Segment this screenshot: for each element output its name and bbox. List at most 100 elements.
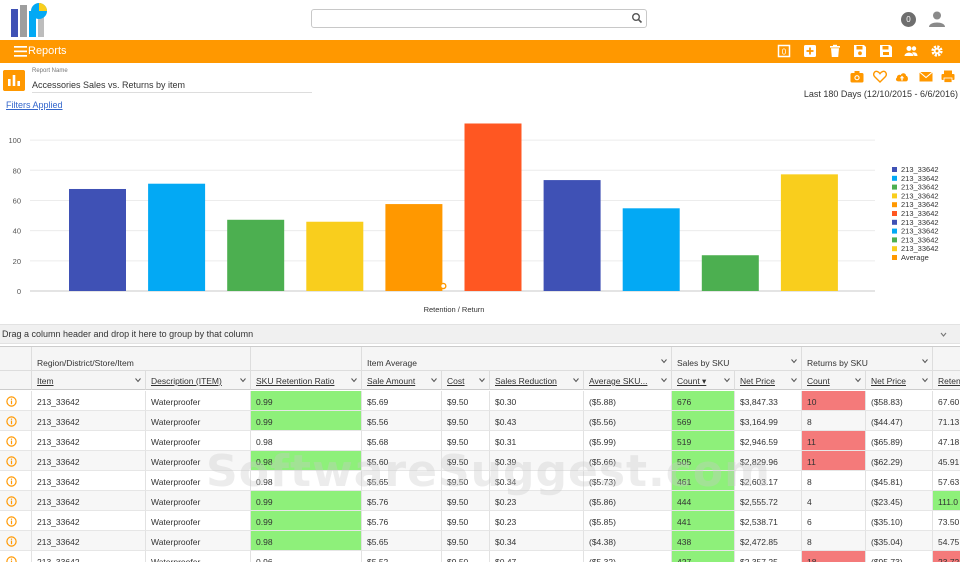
save-icon[interactable]	[853, 44, 867, 58]
chart-bar[interactable]	[69, 188, 126, 291]
cell-value: 8	[807, 477, 812, 487]
delete-icon[interactable]	[828, 44, 842, 58]
column-menu-chevron-icon[interactable]	[921, 357, 929, 365]
column-header[interactable]: Net Price	[735, 371, 802, 390]
email-icon[interactable]	[919, 70, 933, 83]
search-box[interactable]	[311, 9, 647, 29]
info-icon[interactable]	[6, 556, 17, 562]
user-avatar-icon[interactable]	[928, 10, 946, 28]
chart-bar[interactable]	[227, 219, 285, 291]
info-icon[interactable]	[6, 416, 17, 427]
column-menu-chevron-icon[interactable]	[660, 376, 668, 384]
filters-applied-link[interactable]: Filters Applied	[6, 100, 63, 110]
chart-bar[interactable]	[780, 174, 838, 291]
table-cell: 71.13	[933, 411, 960, 431]
table-cell: 0.99	[251, 391, 362, 411]
table-cell: $5.68	[362, 431, 442, 451]
cell-value: $3,847.33	[740, 397, 778, 407]
table-cell: 0.99	[251, 491, 362, 511]
column-menu-chevron-icon[interactable]	[790, 376, 798, 384]
column-header[interactable]: Cost	[442, 371, 490, 390]
cell-value: 11	[807, 457, 816, 467]
cell-value: 213_33642	[37, 457, 80, 467]
table-cell: $0.39	[490, 451, 584, 471]
table-cell: Waterproofer	[146, 551, 251, 562]
cloud-upload-icon[interactable]	[895, 70, 909, 83]
bar-chart-icon	[3, 70, 25, 91]
table-cell: $5.76	[362, 511, 442, 531]
column-header[interactable]: Reten	[933, 371, 960, 390]
group-by-panel[interactable]: Drag a column header and drop it here to…	[0, 324, 960, 344]
chart-bar[interactable]	[148, 183, 206, 291]
info-icon[interactable]	[6, 536, 17, 547]
chart-bar[interactable]	[622, 208, 680, 291]
hamburger-menu-icon[interactable]	[14, 46, 28, 57]
column-header[interactable]: Item	[32, 371, 146, 390]
search-icon[interactable]	[631, 12, 643, 24]
group-header[interactable]: Region/District/Store/Item	[32, 347, 251, 371]
table-cell: 213_33642	[32, 491, 146, 511]
row-info-cell[interactable]	[0, 391, 32, 411]
column-menu-chevron-icon[interactable]	[350, 376, 358, 384]
counter-box-icon[interactable]: 0	[777, 44, 791, 58]
chart-bar[interactable]	[543, 180, 601, 291]
print-icon[interactable]	[941, 70, 955, 83]
group-header[interactable]: Item Average	[362, 347, 672, 371]
row-info-cell[interactable]	[0, 491, 32, 511]
group-header[interactable]: Sales by SKU	[672, 347, 802, 371]
notification-badge[interactable]: 0	[901, 12, 916, 27]
chart-bar[interactable]	[385, 204, 443, 291]
info-icon[interactable]	[6, 476, 17, 487]
favorite-heart-icon[interactable]	[873, 70, 887, 83]
column-menu-chevron-icon[interactable]	[723, 376, 731, 384]
add-icon[interactable]	[803, 44, 817, 58]
cell-value: 8	[807, 537, 812, 547]
column-menu-chevron-icon[interactable]	[660, 357, 668, 365]
chart-bar[interactable]	[306, 221, 364, 291]
table-cell: ($44.47)	[866, 411, 933, 431]
column-menu-chevron-icon[interactable]	[854, 376, 862, 384]
company-logo[interactable]	[10, 2, 50, 38]
settings-gear-icon[interactable]	[930, 44, 944, 58]
share-users-icon[interactable]	[904, 44, 918, 58]
group-header-label: Region/District/Store/Item	[37, 358, 134, 368]
info-icon[interactable]	[6, 396, 17, 407]
column-menu-chevron-icon[interactable]	[239, 376, 247, 384]
column-menu-chevron-icon[interactable]	[478, 376, 486, 384]
info-icon[interactable]	[6, 516, 17, 527]
column-menu-chevron-icon[interactable]	[790, 357, 798, 365]
row-info-cell[interactable]	[0, 511, 32, 531]
save-as-icon[interactable]	[879, 44, 893, 58]
column-header[interactable]: Count ▾	[672, 371, 735, 390]
column-header[interactable]: SKU Retention Ratio	[251, 371, 362, 390]
report-name[interactable]: Accessories Sales vs. Returns by item	[32, 80, 186, 90]
column-header[interactable]: Net Price	[866, 371, 933, 390]
column-header[interactable]: Sale Amount	[362, 371, 442, 390]
chart-bar[interactable]	[701, 255, 759, 291]
search-input[interactable]	[316, 11, 626, 29]
row-info-cell[interactable]	[0, 411, 32, 431]
row-info-cell[interactable]	[0, 551, 32, 562]
info-icon[interactable]	[6, 436, 17, 447]
chart-bar[interactable]	[464, 123, 522, 291]
row-info-cell[interactable]	[0, 451, 32, 471]
table-cell: 0.98	[251, 431, 362, 451]
info-icon[interactable]	[6, 456, 17, 467]
column-header[interactable]: Description (ITEM)	[146, 371, 251, 390]
info-icon[interactable]	[6, 496, 17, 507]
row-info-cell[interactable]	[0, 471, 32, 491]
column-menu-chevron-icon[interactable]	[921, 376, 929, 384]
camera-icon[interactable]	[850, 70, 864, 83]
cell-value: ($45.81)	[871, 477, 903, 487]
cell-value: $2,538.71	[740, 517, 778, 527]
column-header[interactable]: Average SKU...	[584, 371, 672, 390]
column-header[interactable]: Sales Reduction	[490, 371, 584, 390]
column-menu-chevron-icon[interactable]	[430, 376, 438, 384]
column-header[interactable]: Count	[802, 371, 866, 390]
column-menu-chevron-icon[interactable]	[572, 376, 580, 384]
row-info-cell[interactable]	[0, 531, 32, 551]
column-menu-chevron-icon[interactable]	[134, 376, 142, 384]
chevron-down-icon[interactable]	[939, 330, 948, 339]
row-info-cell[interactable]	[0, 431, 32, 451]
group-header[interactable]: Returns by SKU	[802, 347, 933, 371]
